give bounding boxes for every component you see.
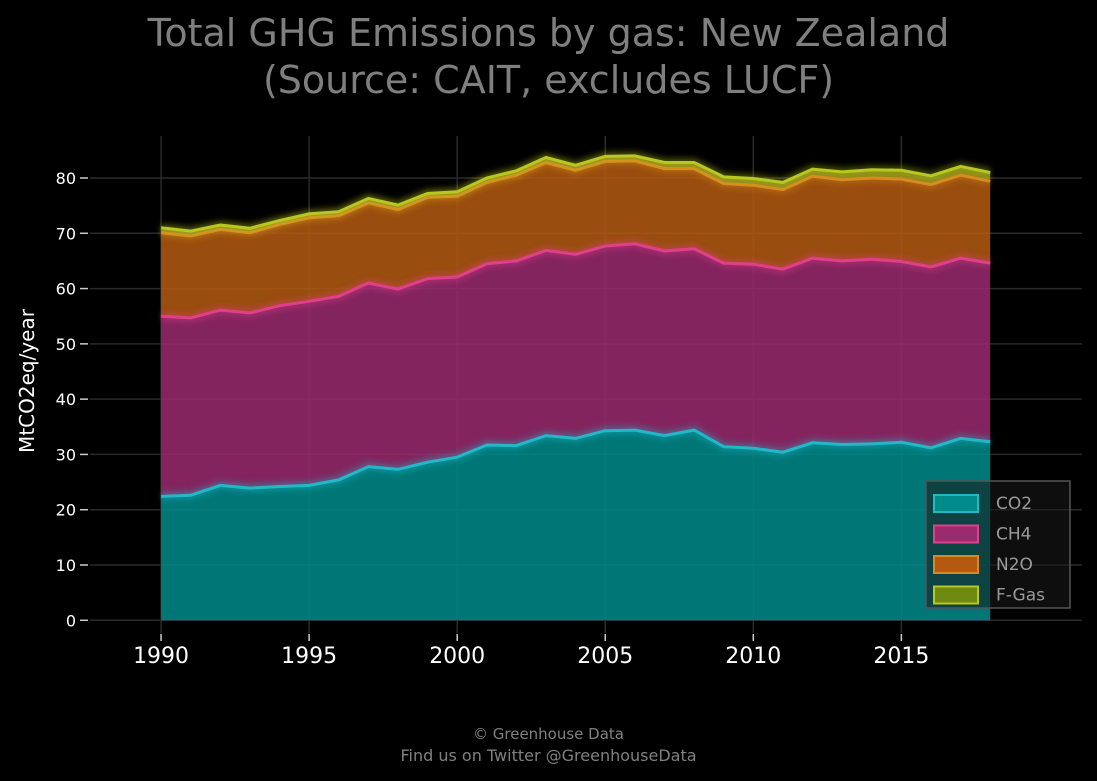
x-tick-label: 2005 — [577, 644, 633, 669]
y-tick-label: 80 — [56, 169, 76, 188]
legend-swatch-ch4 — [933, 524, 979, 544]
y-axis-label: MtCO2eq/year — [15, 308, 39, 453]
stacked-areas — [161, 155, 991, 621]
legend-label-co2: CO2 — [996, 494, 1032, 514]
area-ch4 — [161, 243, 991, 497]
legend-swatch-f-gas — [933, 585, 979, 605]
x-tick-label: 2000 — [429, 644, 485, 669]
y-tick-label: 50 — [56, 335, 76, 354]
chart-title-line1: Total GHG Emissions by gas: New Zealand — [147, 11, 950, 55]
y-axis-ticks: 0 10 20 30 40 50 60 70 80 — [56, 169, 88, 630]
footer-twitter: Find us on Twitter @GreenhouseData — [400, 746, 697, 765]
x-tick-label: 1990 — [133, 644, 189, 669]
y-tick-label: 70 — [56, 224, 76, 243]
line-co2 — [161, 428, 991, 498]
legend-label-n2o: N2O — [996, 555, 1033, 575]
y-tick-label: 30 — [56, 445, 76, 464]
series-lines — [160, 151, 992, 501]
area-co2 — [161, 430, 991, 621]
x-tick-label: 1995 — [281, 644, 337, 669]
legend-swatch-co2 — [933, 494, 979, 513]
y-tick-label: 0 — [66, 611, 76, 630]
line-f-gas — [160, 154, 991, 233]
y-tick-label: 40 — [56, 390, 76, 409]
y-tick-label: 20 — [56, 501, 76, 520]
x-tick-label: 2015 — [873, 644, 929, 669]
x-tick-label: 2010 — [725, 644, 781, 669]
y-tick-label: 60 — [56, 280, 76, 299]
line-ch4 — [161, 242, 991, 320]
legend-label-ch4: CH4 — [996, 525, 1031, 545]
legend-label-f-gas: F-Gas — [996, 586, 1045, 606]
y-tick-label: 10 — [56, 556, 76, 575]
legend-swatch-n2o — [933, 555, 979, 574]
chart-title-line2: (Source: CAIT, excludes LUCF) — [262, 58, 835, 102]
footer-copyright: © Greenhouse Data — [472, 725, 624, 743]
x-axis-ticks: 1990 1995 2000 2005 2010 2015 — [133, 634, 929, 669]
legend: CO2 CH4 N2O F-Gas — [925, 480, 1071, 609]
